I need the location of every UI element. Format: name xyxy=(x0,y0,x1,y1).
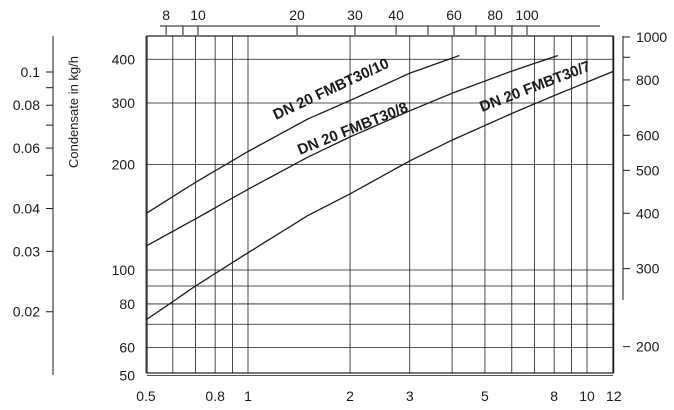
x-tick-label: 5 xyxy=(481,388,489,404)
y-tick-label: 400 xyxy=(112,51,136,67)
y-tick-label: 200 xyxy=(112,157,136,173)
y-tick-label: 60 xyxy=(119,340,135,356)
top-axis-label: 10 xyxy=(190,7,206,23)
x-tick-label: 8 xyxy=(550,388,558,404)
right-axis-label: 400 xyxy=(636,205,660,221)
right-axis-label: 1000 xyxy=(636,29,667,45)
right-axis-label: 200 xyxy=(636,339,660,355)
right-axis-label: 600 xyxy=(636,127,660,143)
left-axis-label: 0.03 xyxy=(13,243,40,259)
left-axis-label: 0.02 xyxy=(13,304,40,320)
y-tick-label: 80 xyxy=(119,296,135,312)
series-curve xyxy=(145,70,615,321)
plot-frame xyxy=(146,35,614,374)
y-tick-label: 50 xyxy=(119,367,135,383)
left-axis-label: 0.08 xyxy=(13,97,40,113)
secondary-axes: 8 10 20 30 40 60 80 100 0.02 0.03 0.04 0.06 0.08 0.1 2… xyxy=(13,7,667,375)
x-tick-label: 12 xyxy=(606,388,622,404)
left-axis-label: 0.04 xyxy=(13,200,40,216)
right-axis-label: 800 xyxy=(636,72,660,88)
x-tick-label: 2 xyxy=(346,388,354,404)
grid xyxy=(145,36,615,376)
x-tick-label: 10 xyxy=(579,388,595,404)
top-axis-label: 40 xyxy=(388,7,404,23)
x-tick-label: 1 xyxy=(244,388,252,404)
top-axis-label: 80 xyxy=(487,7,503,23)
x-tick-label: 0.8 xyxy=(205,388,225,404)
series-curve xyxy=(145,54,460,215)
right-axis-label: 300 xyxy=(636,261,660,277)
series-curve xyxy=(145,54,559,247)
y-tick-label: 300 xyxy=(112,95,136,111)
right-axis-label: 500 xyxy=(636,162,660,178)
top-axis-label: 20 xyxy=(289,7,305,23)
left-axis-label: 0.06 xyxy=(13,140,40,156)
top-axis-label: 30 xyxy=(347,7,363,23)
x-tick-label: 3 xyxy=(406,388,414,404)
left-axis-label: 0.1 xyxy=(21,64,41,80)
y-tick-label: 100 xyxy=(112,262,136,278)
top-axis-label: 60 xyxy=(446,7,462,23)
series-label: DN 20 FMBT30/8 xyxy=(295,99,410,159)
top-axis-label: 100 xyxy=(515,7,539,23)
x-tick-label: 0.5 xyxy=(136,388,156,404)
left-axis-label: Condensate in kg/h xyxy=(66,56,81,168)
top-axis-label: 8 xyxy=(162,7,170,23)
